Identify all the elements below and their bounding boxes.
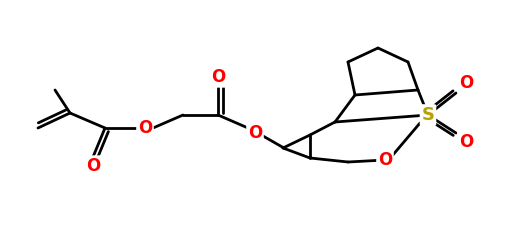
Text: O: O — [459, 133, 473, 151]
Text: O: O — [378, 151, 392, 169]
Text: O: O — [211, 68, 225, 86]
Text: S: S — [422, 106, 434, 124]
Text: O: O — [459, 74, 473, 92]
Text: O: O — [138, 119, 152, 137]
Text: O: O — [86, 157, 100, 175]
Text: O: O — [248, 124, 262, 142]
